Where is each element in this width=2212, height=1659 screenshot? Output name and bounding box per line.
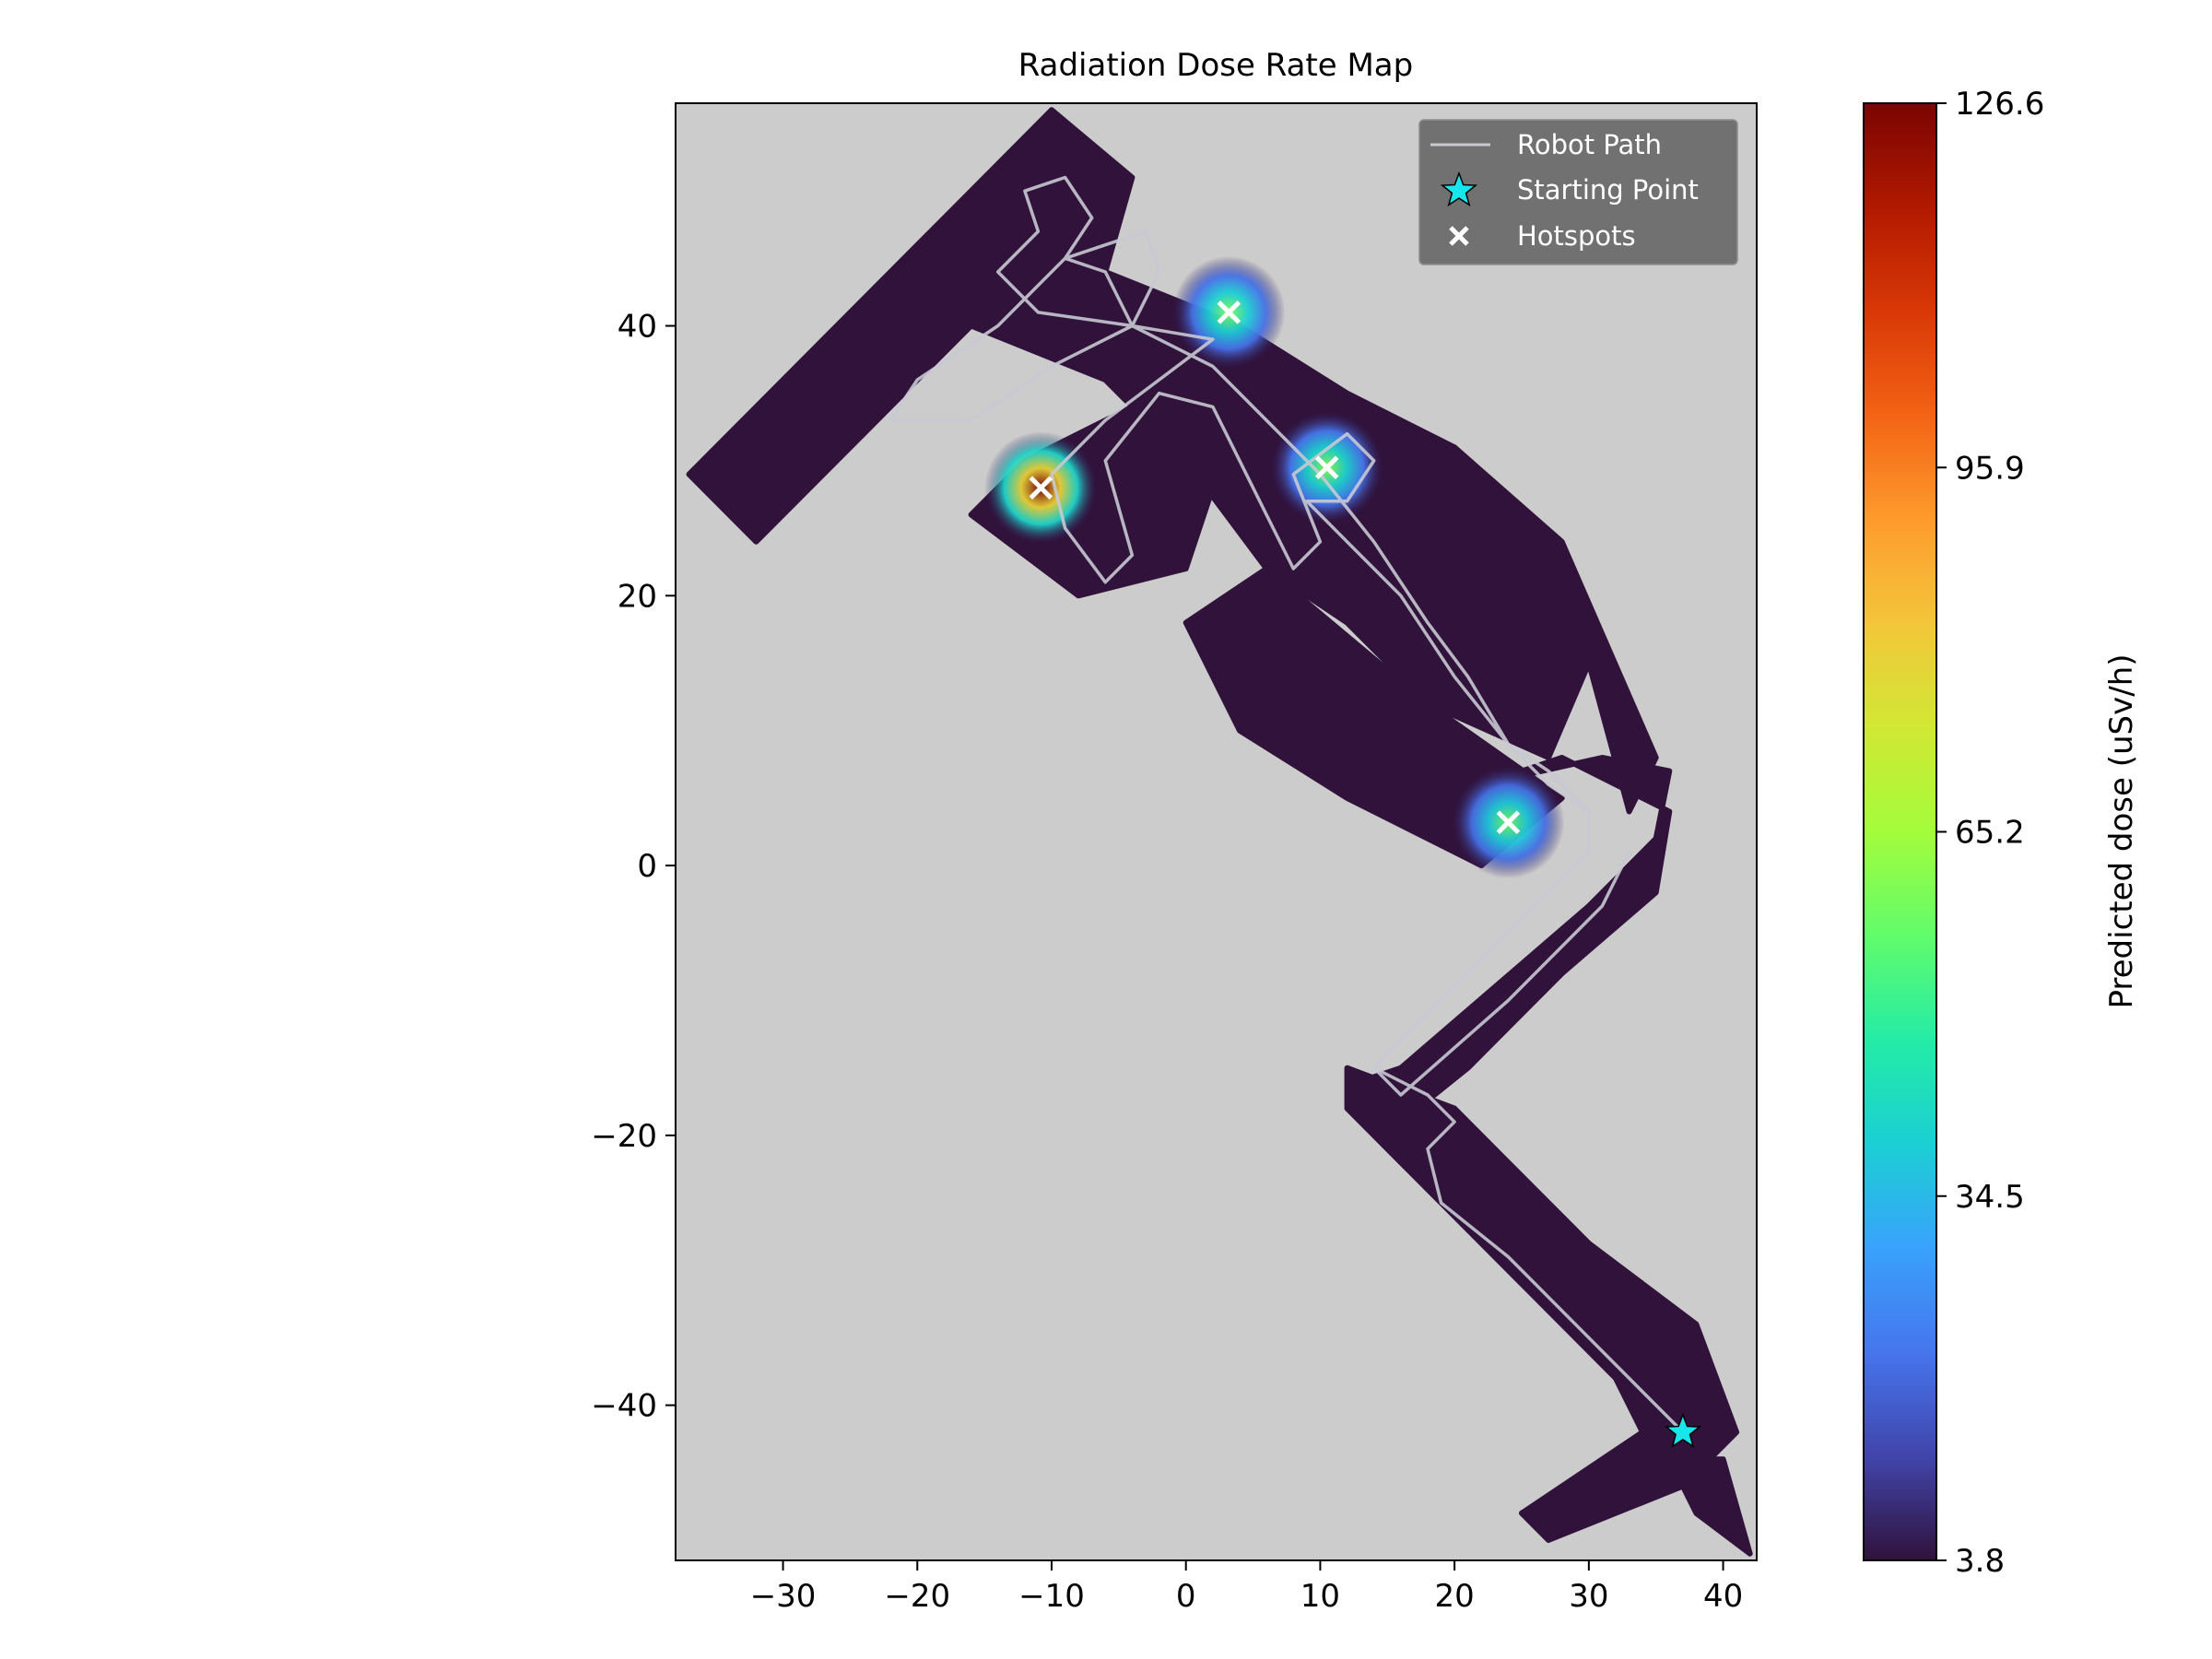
x-tick-label-6: 30 <box>1569 1578 1608 1615</box>
colorbar: 3.8 34.5 65.2 95.9 126.6 Predicted dose (uSv… <box>1863 86 2140 1580</box>
legend: Robot Path Starting Point Hotspots <box>1418 119 1738 265</box>
y-tick-label-2: 0 <box>637 848 657 885</box>
dose-map-area <box>686 107 1753 1557</box>
colorbar-label: Predicted dose (uSv/h) <box>2103 653 2140 1008</box>
chart-title: Radiation Dose Rate Map <box>1018 47 1413 84</box>
hotspot-marker-1 <box>1217 300 1241 324</box>
y-tick-label-3: −20 <box>591 1118 657 1155</box>
hotspot-marker-3 <box>1314 455 1339 480</box>
colorbar-tick-label-3: 95.9 <box>1955 450 2025 487</box>
map-region-7 <box>1344 1065 1740 1543</box>
colorbar-tick-label-4: 126.6 <box>1955 86 2044 123</box>
x-axis: −30 −20 −10 0 10 20 30 40 <box>750 1560 1743 1615</box>
colorbar-tick-label-1: 34.5 <box>1955 1179 2025 1216</box>
x-tick-label-2: −10 <box>1018 1578 1085 1615</box>
y-axis: 40 20 0 −20 −40 <box>591 309 676 1425</box>
hotspot-marker-2 <box>1029 476 1053 500</box>
colorbar-tick-label-2: 65.2 <box>1955 815 2025 852</box>
hotspot-marker-4 <box>1496 810 1521 835</box>
y-tick-label-4: −40 <box>591 1388 657 1425</box>
legend-robot-path-label: Robot Path <box>1517 129 1662 160</box>
x-tick-label-1: −20 <box>884 1578 950 1615</box>
legend-box <box>1418 119 1738 265</box>
legend-hotspots-label: Hotspots <box>1517 220 1636 252</box>
legend-starting-point-label: Starting Point <box>1517 174 1699 206</box>
x-tick-label-5: 20 <box>1435 1578 1475 1615</box>
marker-layer <box>1029 300 1701 1449</box>
x-tick-label-4: 10 <box>1300 1578 1340 1615</box>
legend-hotspot-x-icon <box>1449 226 1469 246</box>
x-tick-label-0: −30 <box>750 1578 817 1615</box>
robot-path-line <box>888 175 1685 1434</box>
robot-path-layer <box>888 175 1685 1434</box>
y-tick-label-0: 40 <box>618 309 657 346</box>
y-tick-label-1: 20 <box>618 578 657 615</box>
plot-frame <box>675 102 1758 1561</box>
legend-star-icon <box>1440 171 1478 207</box>
x-tick-label-3: 0 <box>1176 1578 1196 1615</box>
colorbar-gradient <box>1863 102 1937 1561</box>
starting-point-marker <box>1664 1412 1701 1449</box>
colorbar-tick-label-0: 3.8 <box>1955 1543 2005 1580</box>
map-region-8 <box>1666 1456 1753 1557</box>
x-tick-label-7: 40 <box>1703 1578 1743 1615</box>
colorbar-ticks: 3.8 34.5 65.2 95.9 126.6 <box>1936 86 2044 1580</box>
